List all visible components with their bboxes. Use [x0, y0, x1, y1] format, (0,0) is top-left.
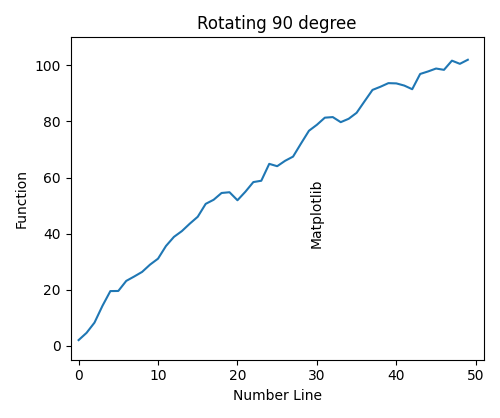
- Text: Matplotlib: Matplotlib: [310, 178, 324, 247]
- Y-axis label: Function: Function: [15, 169, 29, 228]
- X-axis label: Number Line: Number Line: [232, 389, 322, 403]
- Title: Rotating 90 degree: Rotating 90 degree: [198, 15, 357, 33]
